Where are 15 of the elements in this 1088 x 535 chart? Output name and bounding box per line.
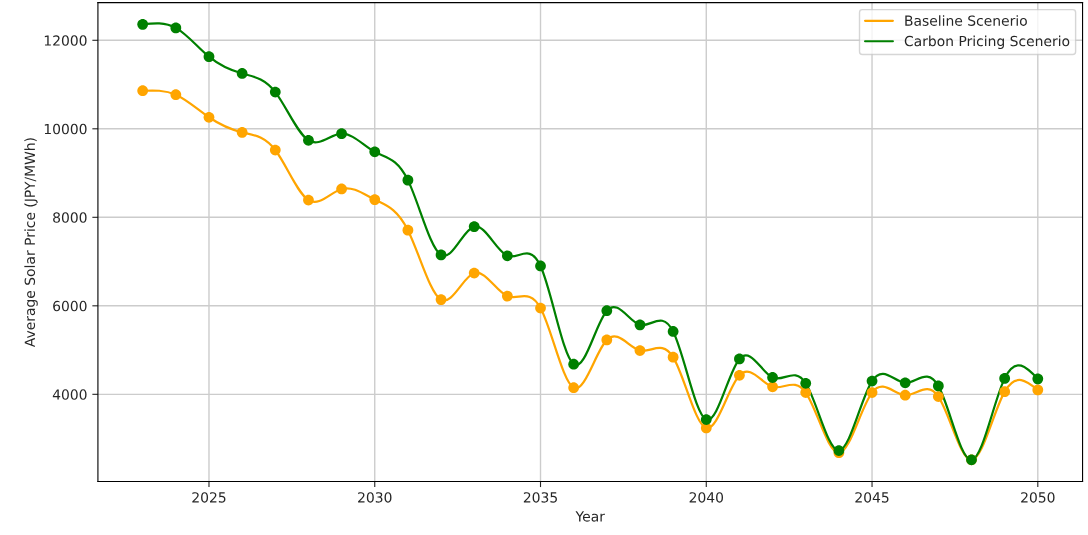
- y-tick-label: 6000: [53, 300, 87, 312]
- y-tick-label: 12000: [44, 35, 87, 46]
- legend-label: Carbon Pricing Scenerio: [904, 35, 1070, 49]
- x-tick-label: 2025: [192, 492, 226, 503]
- x-tick-label: 2035: [523, 492, 557, 503]
- y-axis-title: Average Solar Price (JPY/MWh): [24, 138, 38, 348]
- x-tick-label: 2040: [689, 492, 724, 503]
- legend-label: Baseline Scenerio: [905, 15, 1027, 26]
- y-tick-label: 10000: [44, 123, 87, 135]
- y-tick-label: 8000: [53, 212, 87, 223]
- x-tick-label: 2050: [1021, 492, 1055, 503]
- x-tick-label: 2030: [358, 492, 392, 503]
- x-axis-title: Year: [575, 511, 605, 522]
- y-tick-label: 4000: [52, 389, 87, 400]
- x-tick-label: 2045: [855, 492, 889, 503]
